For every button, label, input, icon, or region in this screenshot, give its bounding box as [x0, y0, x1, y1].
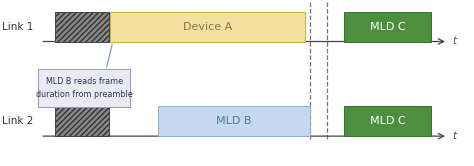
Bar	[110, 12, 305, 42]
Bar	[344, 106, 431, 136]
Text: Link 2: Link 2	[2, 116, 34, 126]
Text: MLD B: MLD B	[217, 116, 252, 126]
Bar	[55, 12, 109, 42]
Bar	[55, 106, 109, 136]
Bar	[55, 106, 109, 136]
Text: Device A: Device A	[183, 22, 232, 32]
Text: t: t	[453, 131, 457, 141]
Text: Link 1: Link 1	[2, 22, 34, 32]
Text: t: t	[453, 37, 457, 46]
Bar	[55, 12, 109, 42]
Text: MLD C: MLD C	[370, 22, 405, 32]
Text: MLD C: MLD C	[370, 116, 405, 126]
Text: MLD B reads frame
duration from preamble: MLD B reads frame duration from preamble	[36, 77, 133, 99]
Bar	[158, 106, 310, 136]
FancyBboxPatch shape	[38, 69, 130, 107]
Bar	[344, 12, 431, 42]
